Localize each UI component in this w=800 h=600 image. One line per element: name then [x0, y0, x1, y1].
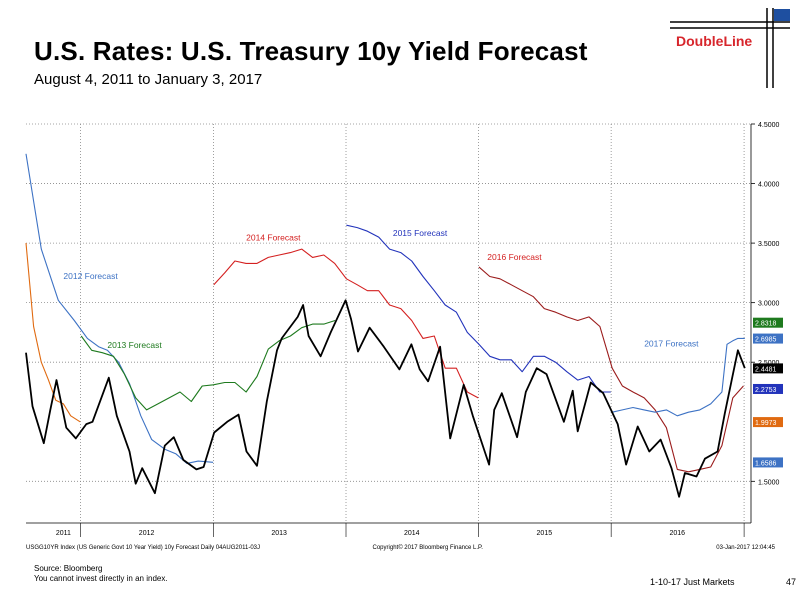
end-value-label: 2.6985	[755, 337, 777, 344]
series-line-2013-forecast	[80, 319, 336, 411]
page-number: 47	[786, 577, 797, 587]
series-line-2012-forecast	[25, 153, 214, 464]
end-value-badge	[753, 457, 783, 468]
page-subtitle: August 4, 2011 to January 3, 2017	[34, 71, 263, 88]
logo-text: DoubleLine	[676, 33, 753, 49]
chart-caption-mid: Copyright© 2017 Bloomberg Finance L.P.	[373, 544, 484, 551]
end-value-label: 2.2753	[755, 387, 777, 394]
series-label: 2012 Forecast	[63, 271, 118, 281]
y-tick-label: 4.5000	[758, 122, 780, 129]
end-value-badge	[753, 383, 783, 394]
x-year-label: 2016	[669, 530, 685, 537]
series-label: 2014 Forecast	[246, 233, 301, 243]
source-line: Source: Bloomberg	[34, 564, 103, 573]
end-value-badge	[753, 317, 783, 328]
end-value-label: 1.6586	[755, 460, 777, 467]
x-year-label: 2012	[139, 530, 155, 537]
series-line-2016-forecast	[478, 266, 744, 473]
end-value-label: 1.9973	[755, 420, 777, 427]
series-line-series-7	[25, 243, 81, 423]
x-year-label: 2014	[404, 530, 420, 537]
y-tick-label: 3.0000	[758, 301, 780, 308]
y-tick-label: 4.0000	[758, 182, 780, 189]
end-value-label: 2.4481	[755, 366, 777, 373]
series-line-us-10y-yield	[25, 299, 746, 498]
chart-caption-right: 03-Jan-2017 12:04:45	[716, 545, 775, 551]
x-year-label: 2013	[271, 530, 287, 537]
y-tick-label: 1.5000	[758, 479, 780, 486]
series-line-2015-forecast	[346, 224, 611, 393]
doubleline-logo	[670, 8, 792, 88]
y-tick-label: 3.5000	[758, 241, 780, 248]
footer-tag: 1-10-17 Just Markets	[650, 577, 735, 587]
series-label: 2015 Forecast	[393, 228, 448, 238]
x-year-label: 2015	[537, 530, 553, 537]
yield-forecast-chart: 4.50004.00003.50003.00002.50001.50002011…	[25, 122, 783, 551]
disclaimer-line: You cannot invest directly in an index.	[34, 574, 168, 583]
series-label: 2013 Forecast	[107, 340, 162, 350]
end-value-badge	[753, 363, 783, 374]
chart-caption-left: USGG10YR Index (US Generic Govt 10 Year …	[26, 545, 260, 551]
end-value-label: 2.8318	[755, 321, 777, 328]
end-value-badge	[753, 417, 783, 428]
logo-lines-icon	[670, 8, 790, 88]
series-label: 2016 Forecast	[487, 252, 542, 262]
series-line-2017-forecast	[612, 337, 745, 417]
series-label: 2017 Forecast	[644, 339, 699, 349]
end-value-badge	[753, 333, 783, 344]
page-title: U.S. Rates: U.S. Treasury 10y Yield Fore…	[34, 36, 588, 66]
series-line-2014-forecast	[213, 248, 479, 399]
source-note: Source: Bloomberg You cannot invest dire…	[34, 564, 168, 584]
x-year-label: 2011	[56, 530, 71, 537]
